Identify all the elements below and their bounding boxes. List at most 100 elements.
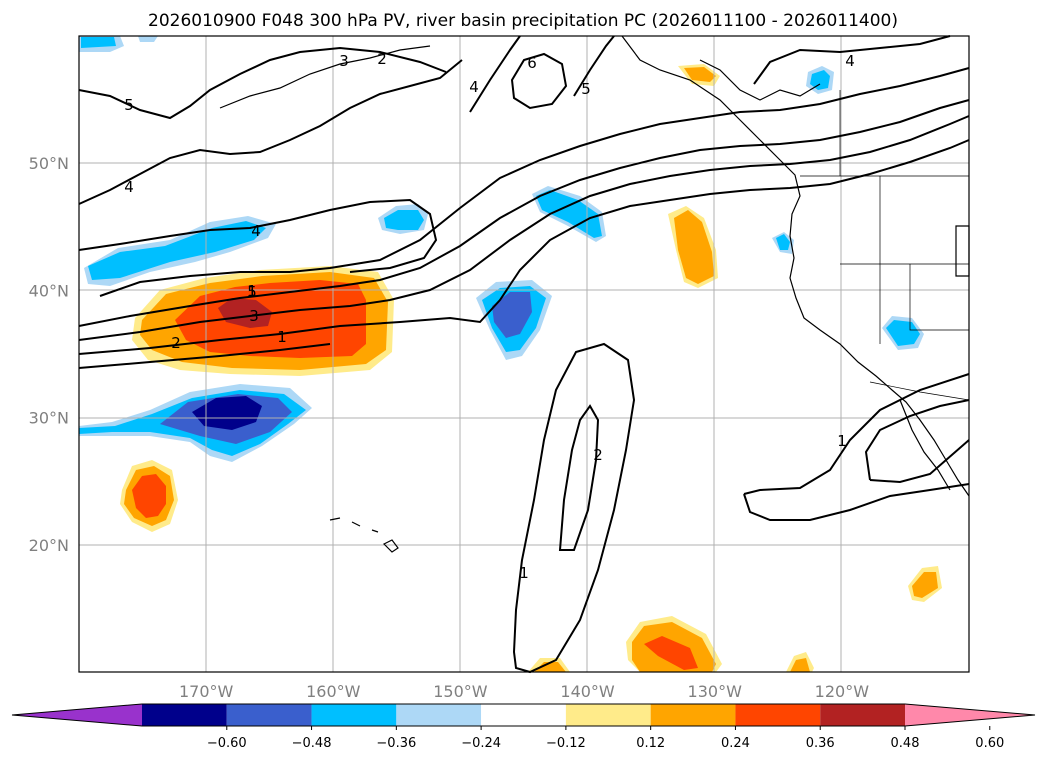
colorbar-segment [735,704,821,726]
colorbar: −0.60 −0.48 −0.36 −0.24 −0.12 0.12 0.24 0.36 0.4… [11,703,1036,751]
lat-tick-label: 20°N [29,536,69,555]
pv-contour-2-south [558,404,600,551]
shade-pos-red [175,280,366,358]
pv-contour-1 [78,139,970,355]
pv-contour-1-east-b [743,483,970,521]
pv-contour-4-mid [78,198,438,273]
lat-tick-label: 50°N [29,154,69,173]
contour-label: 4 [124,178,134,196]
colorbar-outline [11,703,1036,727]
contour-label: 4 [469,78,479,96]
colorbar-tick-label: −0.48 [292,736,332,751]
map-frame [78,35,970,673]
lat-tick-label: 30°N [29,409,69,428]
colorbar-tick-label: −0.12 [546,736,586,751]
pv-contour-2-east [864,399,970,481]
colorbar-segment [565,704,651,726]
contour-label: 3 [249,307,259,325]
shade-pos-58n [684,67,716,82]
colorbar-tick-label: 0.36 [806,736,835,751]
colorbar-segment [142,704,227,726]
pv-contour-4-top [78,59,463,205]
coast-baja [899,399,951,491]
gridlines [79,36,969,672]
contour-label: 1 [837,432,847,450]
border-us-states [840,176,969,344]
contour-label: 3 [339,52,349,70]
shade-neg-57n [810,70,830,90]
pv-contour-2-east-b [869,439,970,484]
colorbar-tick-label: −0.24 [461,736,501,751]
colorbar-segment [226,704,312,726]
pv-contour-4-right [753,35,951,85]
colorbar-extend-high [905,704,1035,726]
pv-contour-1-east [743,373,970,495]
contour-label: 1 [519,564,529,582]
shade-pos-42n [674,210,714,284]
contour-label: 5 [124,96,134,114]
pv-contour-5-upper [573,35,615,97]
colorbar-tick-label: 0.24 [721,736,750,751]
shade-pos-bottom2 [790,658,810,672]
pv-contour-low [78,343,331,369]
colorbar-segment [820,704,905,726]
coast-aleutians [219,45,431,109]
shade-blue-42n [88,221,266,280]
pv-contour-5-mid [99,67,970,297]
pv-contour-5-top [78,46,447,120]
lon-tick-label: 170°W [179,682,234,701]
lon-tick-label: 140°W [560,682,615,701]
colorbar-tick-label: 0.60 [975,736,1004,751]
shade-pos-darkred [218,298,272,328]
map-panel: 5 4 3 2 1 6 5 4 5 4 3 2 1 2 1 1 4 [78,35,970,674]
pv-contour-3 [78,99,970,327]
colorbar-segment [481,704,566,726]
lat-tick-label: 40°N [29,281,69,300]
pv-contour-1-south [512,342,636,674]
coast-alaska-panhandle [699,59,821,101]
contour-label: 2 [171,334,181,352]
latitude-labels: 50°N 40°N 30°N 20°N [29,154,69,555]
contour-label: 5 [247,283,257,301]
colorbar-segment [311,704,397,726]
pv-contour-2 [78,115,970,341]
shade-neg-37n [886,320,920,346]
shade-neg-navy-30n [192,396,262,430]
contour-label: 4 [845,52,855,70]
contour-label: 2 [377,50,387,68]
contour-label: 5 [581,80,591,98]
colorbar-tick-label: 0.12 [636,736,665,751]
contour-label: 4 [251,222,261,240]
longitude-labels: 170°W 160°W 150°W 140°W 130°W 120°W [179,682,869,701]
pv-contours [78,35,970,674]
shade-neg-38n-blue [492,292,532,338]
shade-blue-topleft [81,37,116,48]
colorbar-extend-low [12,704,142,726]
shade-blue-topleft2 [138,36,158,42]
shade-pos-bottom1 [534,662,566,672]
lon-tick-label: 120°W [815,682,870,701]
colorbar-tick-label: −0.36 [376,736,416,751]
coast-hawaii [329,517,399,553]
lon-tick-label: 160°W [306,682,361,701]
contour-label: 1 [247,282,257,300]
colorbar-segment [396,704,482,726]
contour-label: 2 [593,446,603,464]
shade-neg-47n [536,190,602,238]
contour-label: 1 [277,328,287,346]
border-us-mexico [869,381,970,401]
colorbar-segment [650,704,736,726]
colorbar-tick-label: 0.48 [891,736,920,751]
pv-contour-labels: 5 4 3 2 1 6 5 4 5 4 3 2 1 2 1 1 4 [124,50,855,582]
precip-shading [79,36,942,672]
shade-pos-16n [912,572,938,598]
lon-tick-label: 130°W [688,682,743,701]
pv-contour-6 [510,52,568,110]
colorbar-tick-label: −0.60 [207,736,247,751]
shade-neg-43n [776,234,790,250]
shade-neg-45n [384,210,424,230]
chart-title: 2026010900 F048 300 hPa PV, river basin … [148,11,898,31]
pv-contour-4-upper [469,35,521,113]
contour-label: 6 [527,54,537,72]
